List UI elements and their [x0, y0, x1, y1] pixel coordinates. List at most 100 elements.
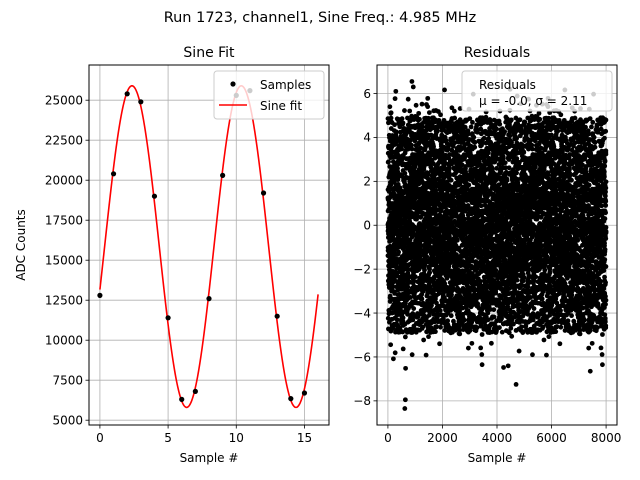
sample-point	[220, 172, 226, 178]
residual-point	[466, 182, 472, 188]
left-x-tick-label: 5	[164, 431, 172, 445]
left-x-tick-label: 0	[96, 431, 104, 445]
left-legend: Samples Sine fit	[213, 70, 325, 120]
sample-point	[179, 396, 185, 402]
residual-point	[409, 146, 415, 152]
residual-point	[479, 362, 485, 368]
sample-point	[301, 390, 308, 396]
residual-point	[431, 144, 436, 149]
sample-point	[138, 99, 144, 105]
sample-point	[274, 313, 280, 319]
residual-point	[497, 121, 503, 127]
residual-point	[402, 108, 407, 113]
residual-point	[470, 119, 475, 125]
left-y-tick-label: 22500	[45, 134, 83, 148]
sample-point	[206, 296, 212, 302]
residual-point	[407, 108, 413, 114]
left-x-ticks: 0 5 10 15	[96, 425, 312, 445]
residual-point	[388, 110, 394, 116]
left-x-tick-label: 10	[229, 431, 244, 445]
residual-point	[493, 267, 499, 273]
residual-point	[426, 334, 431, 340]
left-y-ticks: 5000750010000125001500017500200002250025…	[45, 94, 89, 428]
residual-point	[417, 116, 422, 122]
residual-point	[387, 104, 393, 110]
residual-point	[448, 177, 454, 183]
sample-point	[110, 171, 117, 177]
residual-point	[454, 237, 460, 243]
legend-samples-label: Samples	[260, 78, 311, 92]
residual-point	[452, 115, 458, 121]
residual-point	[420, 288, 426, 294]
left-x-axis-label: Sample #	[180, 451, 239, 465]
residual-point	[488, 340, 494, 346]
sample-point	[192, 388, 198, 394]
residual-point	[442, 87, 447, 93]
residual-point	[516, 348, 522, 354]
residual-point	[421, 337, 427, 343]
residual-point	[501, 365, 506, 370]
residual-point	[494, 126, 499, 132]
residual-point	[412, 138, 418, 144]
sample-point	[288, 396, 294, 402]
left-y-tick-label: 15000	[45, 254, 83, 268]
residual-point	[469, 340, 475, 346]
residual-point	[491, 314, 497, 320]
residual-point	[412, 274, 418, 280]
residual-point	[509, 333, 515, 339]
residual-point	[388, 115, 394, 121]
residual-point	[461, 317, 467, 323]
residual-point	[405, 96, 411, 102]
residual-point	[427, 266, 432, 272]
legend-samples-marker	[230, 81, 236, 87]
figure-suptitle: Run 1723, channel1, Sine Freq.: 4.985 MH…	[164, 10, 477, 26]
residual-point	[392, 350, 398, 356]
left-x-tick-label: 15	[297, 431, 312, 445]
residual-point	[504, 177, 510, 183]
left-y-axis-label: ADC Counts	[14, 209, 28, 281]
residual-point	[428, 237, 433, 243]
residual-point	[411, 306, 417, 311]
residual-point	[406, 274, 411, 280]
residual-point	[468, 124, 474, 130]
residual-point	[479, 332, 485, 337]
residual-point	[437, 341, 442, 347]
residual-point	[392, 96, 398, 102]
residual-point	[425, 115, 431, 121]
residual-point	[514, 277, 520, 283]
residual-point	[424, 254, 430, 260]
residual-point	[415, 314, 421, 319]
sample-point	[260, 190, 267, 196]
residual-point	[418, 253, 423, 259]
residual-point	[390, 284, 396, 290]
sample-point	[97, 292, 103, 298]
residual-point	[405, 311, 410, 317]
residual-point	[400, 346, 406, 352]
residual-point	[425, 95, 431, 101]
left-y-tick-label: 20000	[45, 174, 83, 188]
residual-point	[403, 301, 408, 306]
residual-point	[491, 307, 497, 313]
residual-point	[507, 133, 513, 139]
left-y-tick-label: 7500	[52, 374, 83, 388]
residual-point	[402, 334, 408, 340]
residual-point	[409, 142, 414, 148]
residual-point	[392, 122, 397, 128]
sine-fit-line	[99, 84, 319, 409]
sine-fit-panel: Sine Fit 0 5 10 15 500075001000012500150001…	[14, 45, 330, 465]
residual-point	[478, 345, 484, 351]
residual-point	[506, 165, 512, 171]
residual-point	[422, 267, 427, 273]
residual-point	[502, 129, 508, 135]
residual-point	[497, 325, 502, 330]
sample-point	[151, 193, 158, 199]
residual-point	[471, 134, 477, 140]
residual-point	[413, 102, 419, 108]
residual-point	[435, 128, 440, 134]
sample-point	[165, 315, 171, 321]
residual-point	[390, 356, 396, 362]
residual-point	[450, 194, 456, 199]
residual-point	[425, 104, 431, 110]
residual-point	[411, 278, 417, 283]
